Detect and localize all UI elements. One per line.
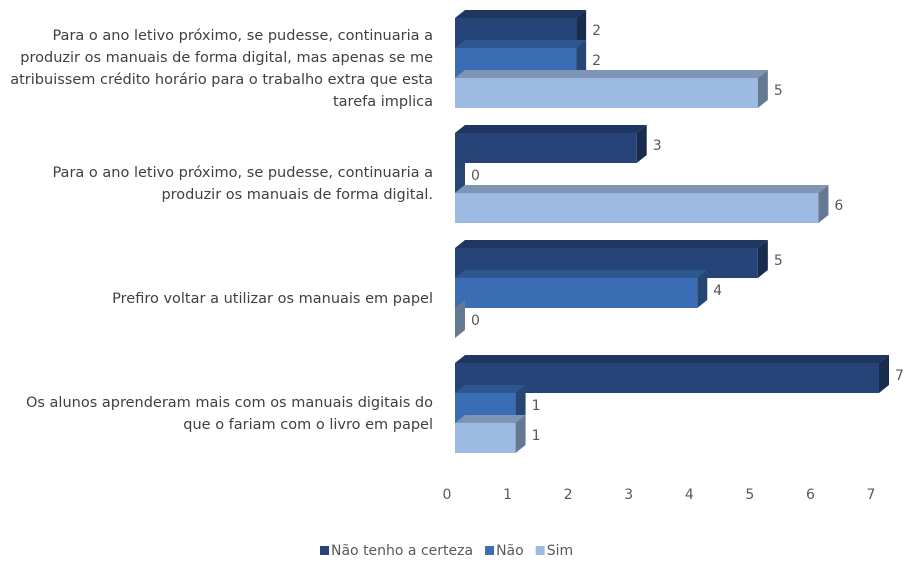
legend: Não tenho a certeza Não Sim [320, 543, 573, 559]
bar-top [455, 185, 829, 193]
bar-top [455, 240, 768, 248]
bar [455, 125, 647, 163]
bar-side [879, 355, 889, 393]
legend-label: Sim [547, 543, 573, 559]
bar-side [455, 300, 465, 338]
value-label: 0 [471, 313, 480, 329]
bar-side [576, 40, 587, 78]
bar-side [515, 385, 526, 423]
bar-top [455, 40, 587, 48]
bar-front [455, 133, 637, 163]
bar-side [515, 415, 526, 453]
bar [455, 270, 708, 308]
legend-swatch [535, 546, 545, 555]
bar-side [697, 270, 708, 308]
category-label: Prefiro voltar a utilizar os manuais em … [112, 291, 433, 307]
legend-swatch [485, 546, 495, 555]
legend-label: Não tenho a certeza [331, 543, 473, 559]
x-tick-label: 3 [624, 487, 633, 503]
x-tick-label: 0 [443, 487, 452, 503]
value-label: 2 [592, 23, 601, 39]
legend-label: Não [496, 543, 524, 559]
value-label: 0 [471, 168, 480, 184]
value-label: 3 [653, 138, 662, 154]
bar-front [455, 423, 516, 453]
bar-front [455, 363, 879, 393]
bar-top [455, 415, 526, 423]
x-tick-label: 7 [867, 487, 876, 503]
bar [455, 300, 465, 338]
x-tick-label: 4 [685, 487, 694, 503]
bar-side [636, 125, 647, 163]
bar-front [455, 78, 758, 108]
bar [455, 185, 829, 223]
value-label: 5 [774, 83, 783, 99]
bar-front [455, 193, 819, 223]
bar-side [576, 10, 587, 48]
bar-top [455, 10, 587, 18]
bar [455, 415, 526, 453]
bar-side [757, 70, 768, 108]
category-label: Para o ano letivo próximo, se pudesse, c… [52, 165, 433, 203]
value-label: 1 [532, 428, 541, 444]
bar-top [455, 385, 526, 393]
x-tick-label: 2 [564, 487, 573, 503]
category-label: Os alunos aprenderam mais com os manuais… [25, 395, 433, 433]
value-label: 2 [592, 53, 601, 69]
value-label: 1 [532, 398, 541, 414]
bar-top [455, 70, 768, 78]
legend-swatch [320, 546, 329, 555]
bar [455, 70, 768, 108]
value-label: 7 [895, 368, 904, 384]
bar-side [455, 155, 465, 193]
bar-top [455, 125, 647, 133]
bar-side [757, 240, 768, 278]
x-tick-label: 5 [745, 487, 754, 503]
bar-top [455, 355, 889, 363]
bar-side [818, 185, 829, 223]
value-label: 6 [834, 198, 843, 214]
bar-top [455, 270, 708, 278]
bar [455, 240, 768, 278]
category-label: Para o ano letivo próximo, se pudesse, c… [10, 28, 433, 110]
value-label: 4 [713, 283, 722, 299]
bar [455, 155, 465, 193]
bar-front [455, 278, 698, 308]
bar [455, 355, 889, 393]
value-label: 5 [774, 253, 783, 269]
x-tick-label: 1 [503, 487, 512, 503]
x-tick-label: 6 [806, 487, 815, 503]
